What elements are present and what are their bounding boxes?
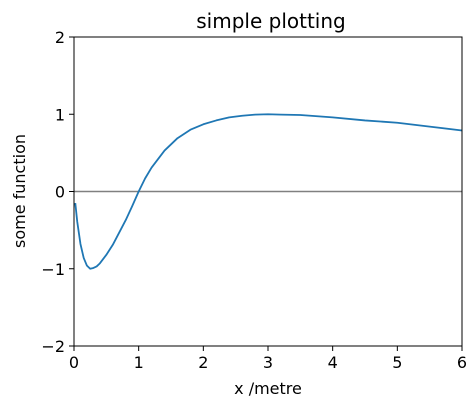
series-line-0 bbox=[74, 113, 463, 270]
axes-frame bbox=[73, 36, 463, 347]
y-tick-label: −2 bbox=[41, 337, 65, 356]
y-tick-label: 1 bbox=[55, 105, 65, 124]
y-tick-label: 2 bbox=[55, 28, 65, 47]
plot-area bbox=[74, 113, 463, 270]
y-axis-ticks: −2 −1 0 1 2 bbox=[41, 28, 74, 356]
x-tick-label: 2 bbox=[198, 353, 208, 372]
x-tick-label: 0 bbox=[69, 353, 79, 372]
x-tick-label: 5 bbox=[392, 353, 402, 372]
x-tick-label: 4 bbox=[328, 353, 338, 372]
x-tick-label: 3 bbox=[263, 353, 273, 372]
x-axis-ticks: 0 1 2 3 4 5 6 bbox=[69, 346, 467, 372]
y-axis-label: some function bbox=[10, 134, 29, 248]
y-tick-label: 0 bbox=[55, 183, 65, 202]
chart-title: simple plotting bbox=[196, 9, 345, 33]
x-axis-label: x /metre bbox=[234, 379, 302, 398]
x-tick-label: 6 bbox=[457, 353, 467, 372]
x-tick-label: 1 bbox=[134, 353, 144, 372]
y-tick-label: −1 bbox=[41, 260, 65, 279]
